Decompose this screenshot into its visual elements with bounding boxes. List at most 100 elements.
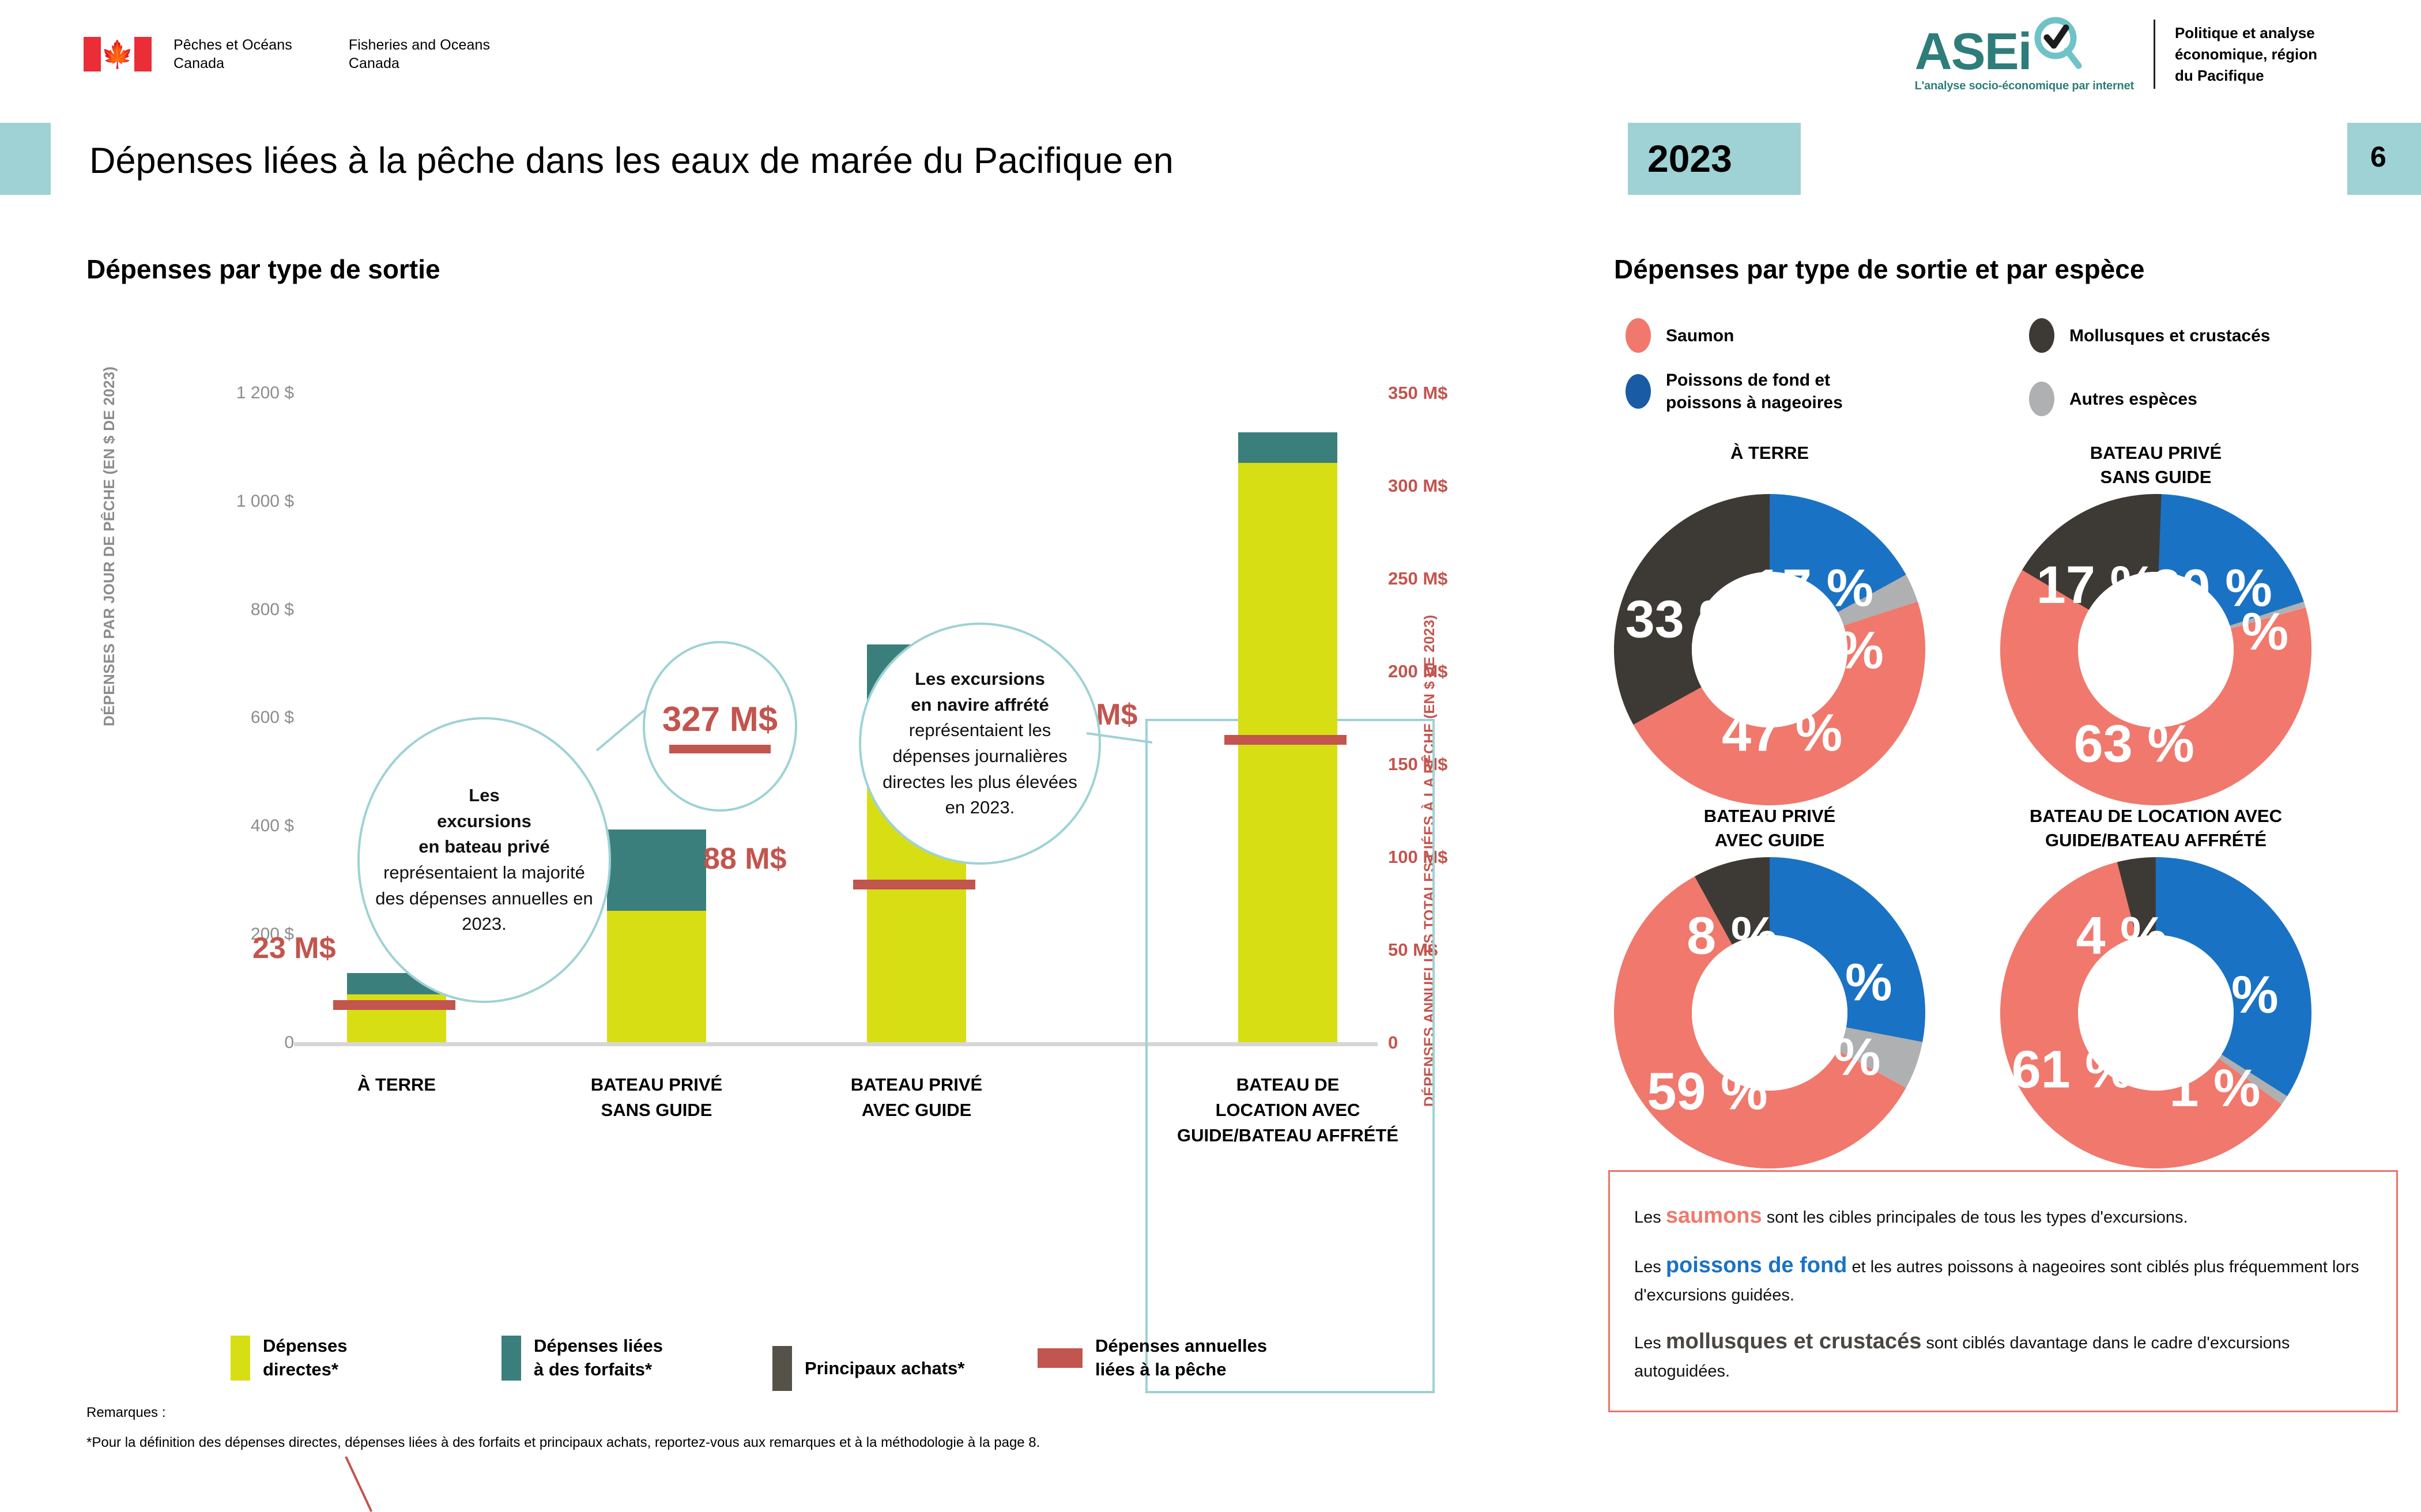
donut-value-autres: 3 % [1793,621,1884,680]
callout-total-value: 327 M$ [643,641,797,812]
notes-title: Remarques : [86,1405,166,1420]
species-label-line1: Poissons de fond et [1666,371,1831,390]
callout-private-boat: Les excursions en bateau privé représent… [357,717,611,1003]
aseiq-letters: ASEi [1914,23,2032,81]
legend-label-line2: liées à la pêche [1095,1359,1227,1379]
page-title: Dépenses liées à la pêche dans les eaux … [89,141,1174,181]
flag-band-left [84,37,101,71]
x-category-label-bateau-prive-sans-guide: BATEAU PRIVÉ SANS GUIDE [536,1072,778,1123]
annual-label-leader-line [345,1456,373,1512]
annual-expenditure-line [333,1000,455,1010]
donut-slice-autres [1614,857,1925,1168]
x-category-line: AVEC GUIDE [861,1100,972,1121]
legend-label: Dépenses liées à des forfaits* [534,1334,663,1382]
y-axis-left-label: DÉPENSES PAR JOUR DE PÊCHE (EN $ DE 2023… [100,366,118,726]
callout-total-inner: 327 M$ [662,699,778,753]
legend-label: Dépenses directes* [263,1334,347,1382]
x-category-line: BATEAU PRIVÉ [850,1074,983,1095]
goc-en-line1: Fisheries and Oceans [348,37,491,53]
donut-title: BATEAU PRIVÉ SANS GUIDE [1977,441,2335,494]
y-tick-left: 0 [284,1033,294,1052]
maple-leaf-icon: 🍁 [101,39,134,69]
legend-label-line1: Dépenses annuelles [1095,1336,1268,1356]
y-tick-left: 200 $ [250,925,294,944]
insight-prefix: Les [1634,1208,1666,1227]
donut-value-mollusques: 17 % [2037,556,2157,614]
donut-value-poissons-de-fond: 20 % [2152,559,2272,617]
callout-bold-1: Les [469,785,500,806]
donut-value-saumon: 59 % [1647,1062,1767,1121]
callout-bold-2: en navire affrété [911,694,1049,715]
insight-suffix: sont ciblés davantage dans le cadre d'ex… [1634,1333,2290,1381]
donut-value-mollusques: 4 % [2076,906,2167,965]
insight-suffix: sont les cibles principales de tous les … [1762,1208,2188,1227]
species-dot-autres [2029,382,2054,416]
species-label: Mollusques et crustacés [2069,326,2271,345]
insight-line-mollusques: Les mollusques et crustacés sont ciblés … [1634,1324,2372,1385]
y-tick-right: 100 M$ [1388,847,1448,867]
donut-value-poissons-de-fond: 17 % [1753,559,1873,617]
donut-title: BATEAU DE LOCATION AVEC GUIDE/BATEAU AFF… [1977,804,2335,857]
donut-title: BATEAU PRIVÉ AVEC GUIDE [1591,804,1948,857]
bar-segment-directes [607,911,706,1042]
species-dot-poissons-de-fond [1626,374,1651,409]
y-tick-right: 150 M$ [1388,754,1448,774]
y-tick-right: 50 M$ [1388,940,1438,960]
page-number: 6 [2370,141,2386,173]
donut-slice-saumon [2000,494,2311,805]
donut-chart-bateau-prive-sans-guide: BATEAU PRIVÉ SANS GUIDE 20 % >1 % 63 % 1… [1977,441,2335,805]
insight-highlight-mollusques: mollusques et crustacés [1665,1329,1922,1353]
insight-highlight-poissons-de-fond: poissons de fond [1665,1253,1847,1278]
donut-value-saumon: 47 % [1722,704,1842,763]
insight-prefix: Les [1634,1258,1666,1277]
y-tick-right: 300 M$ [1388,476,1448,496]
species-legend-item-mollusques: Mollusques et crustacés [2029,318,2270,353]
legend-label-line2: à des forfaits* [534,1359,653,1379]
x-category-line: BATEAU PRIVÉ [590,1074,723,1095]
donut-value-poissons-de-fond: 34 % [2158,966,2278,1024]
callout-bold-1: Les excursions [915,669,1045,689]
species-label: Poissons de fond et poissons à nageoires [1666,369,1843,414]
callout-charter: Les excursions en navire affrété représe… [859,623,1101,865]
aseiq-wordmark: ASEi [1914,16,2134,81]
y-tick-left: 600 $ [250,708,294,727]
donut-value-saumon: 63 % [2074,714,2194,773]
x-category-label-bateau-prive-avec-guide: BATEAU PRIVÉ AVEC GUIDE [795,1072,1038,1123]
y-tick-right: 350 M$ [1388,383,1448,403]
donut-title-line: SANS GUIDE [2100,466,2212,487]
legend-item-depenses-forfaits: Dépenses liées à des forfaits* [501,1334,663,1382]
donut-chart-bateau-de-location: BATEAU DE LOCATION AVEC GUIDE/BATEAU AFF… [1977,804,2335,1168]
bar-column-bateau-prive-sans-guide [607,829,706,1042]
callout-rest: représentaient la majorité des dépenses … [375,862,593,934]
species-legend-item-poissons-de-fond: Poissons de fond et poissons à nageoires [1626,369,1843,414]
species-label-line2: poissons à nageoires [1666,393,1843,412]
x-category-line: À TERRE [357,1074,436,1095]
donut-chart-bateau-prive-avec-guide: BATEAU PRIVÉ AVEC GUIDE 28 % 5 % 59 % 8 … [1591,804,1948,1168]
donut-chart-a-terre: À TERRE 17 % 3 % 47 % 33 % [1591,441,1948,805]
right-section-heading: Dépenses par type de sortie et par espèc… [1614,254,2145,284]
donut-slice-saumon [1614,857,1925,1168]
x-category-line: GUIDE/BATEAU AFFRÉTÉ [1176,1125,1399,1146]
donut-value-saumon: 61 % [2012,1040,2132,1099]
aseiq-sub-line3: du Pacifique [2174,66,2264,84]
annual-expenditure-label: 23 M$ [252,932,336,965]
donut-slice-autres [2000,857,2311,1168]
legend-label-line1: Dépenses [263,1336,348,1356]
page-number-band [2347,123,2421,195]
insight-highlight-saumons: saumons [1665,1204,1762,1228]
donut-hole [2078,935,2234,1091]
canada-flag-icon: 🍁 [84,37,152,71]
callout-rest: représentaient les dépenses journalières… [883,720,1077,818]
bar-column-bateau-de-location [1238,432,1337,1042]
species-label: Autres espèces [2069,389,2197,409]
species-legend-item-autres: Autres espèces [2029,382,2197,416]
y-tick-right: 200 M$ [1388,661,1448,681]
aseiq-sub-line1: Politique et analyse [2174,24,2315,42]
annual-expenditure-label: 88 M$ [703,842,787,876]
donut-hole [1692,935,1847,1091]
logo-divider [2153,20,2155,89]
goc-en-line2: Canada [348,55,400,71]
callout-connector-a [595,708,646,752]
species-legend-item-saumon: Saumon [1626,318,1734,353]
callout-total-value-text: 327 M$ [662,700,778,738]
